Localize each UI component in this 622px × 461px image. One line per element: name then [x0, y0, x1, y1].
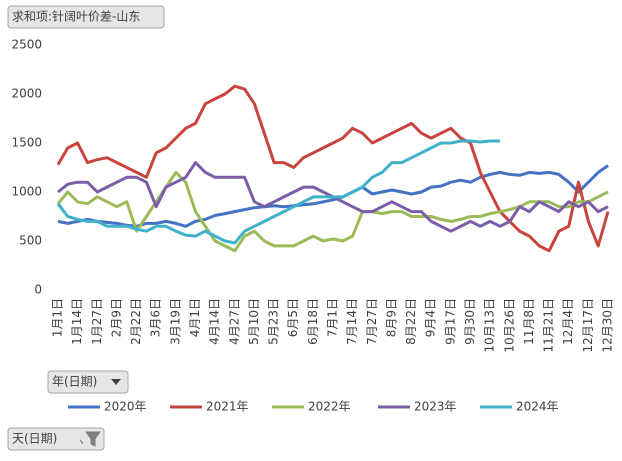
x-tick-label: 8月9日: [384, 298, 398, 337]
axis-field-label: 年(日期): [52, 375, 97, 389]
series-line: [56, 170, 609, 253]
x-tick-label: 12月4日: [561, 298, 575, 345]
x-tick-label: 12月17日: [581, 298, 595, 353]
legend-label: 2021年: [206, 400, 249, 414]
x-tick-label: 3月19日: [168, 298, 182, 345]
button-bg: [7, 5, 165, 29]
y-tick-label: 2000: [11, 87, 42, 101]
x-tick-label: 9月30日: [463, 298, 477, 345]
x-tick-label: 4月1日: [188, 298, 202, 337]
axis-field-button[interactable]: 年(日期): [47, 370, 129, 394]
x-tick-label: 7月14日: [345, 298, 359, 345]
x-tick-label: 5月23日: [267, 298, 281, 345]
legend-label: 2022年: [308, 400, 351, 414]
x-tick-label: 11月8日: [522, 298, 536, 345]
x-tick-label: 1月1日: [51, 298, 65, 337]
x-tick-label: 4月14日: [208, 298, 222, 345]
filter-icon: [79, 431, 101, 447]
legend-label: 2024年: [516, 400, 559, 414]
x-tick-label: 10月13日: [483, 298, 497, 353]
legend-label: 2020年: [104, 400, 147, 414]
x-tick-label: 4月27日: [227, 298, 241, 345]
row-field-label: 天(日期): [12, 432, 57, 446]
x-tick-label: 12月30日: [601, 298, 615, 353]
x-tick-label: 2月22日: [129, 298, 143, 345]
x-tick-label: 9月4日: [424, 298, 438, 337]
x-tick-label: 10月26日: [502, 298, 516, 353]
x-tick-label: 1月27日: [90, 298, 104, 345]
y-tick-label: 2500: [11, 38, 42, 52]
x-tick-label: 7月27日: [365, 298, 379, 345]
x-tick-label: 11月21日: [542, 298, 556, 353]
x-tick-label: 5月10日: [247, 298, 261, 345]
legend-label: 2023年: [414, 400, 457, 414]
y-tick-label: 1000: [11, 185, 42, 199]
series-line: [56, 84, 610, 253]
button-bg: [7, 427, 105, 451]
value-field-label: 求和项:针阔叶价差-山东: [12, 9, 140, 24]
row-field-button[interactable]: 天(日期): [7, 427, 105, 451]
y-tick-label: 500: [19, 234, 42, 248]
y-tick-label: 0: [34, 283, 42, 297]
x-tick-label: 6月5日: [286, 298, 300, 337]
x-tick-label: 3月6日: [149, 298, 163, 337]
x-tick-label: 1月14日: [70, 298, 84, 345]
button-bg: [47, 370, 129, 394]
series-line: [57, 164, 609, 228]
dropdown-icon: [111, 379, 121, 385]
x-tick-label: 6月18日: [306, 298, 320, 345]
x-tick-label: 7月1日: [326, 298, 340, 337]
x-tick-label: 2月9日: [109, 298, 123, 337]
y-tick-label: 1500: [11, 136, 42, 150]
x-tick-label: 9月17日: [443, 298, 457, 345]
value-field-button[interactable]: 求和项:针阔叶价差-山东: [7, 5, 165, 29]
x-tick-label: 8月22日: [404, 298, 418, 345]
series-line: [56, 139, 500, 245]
